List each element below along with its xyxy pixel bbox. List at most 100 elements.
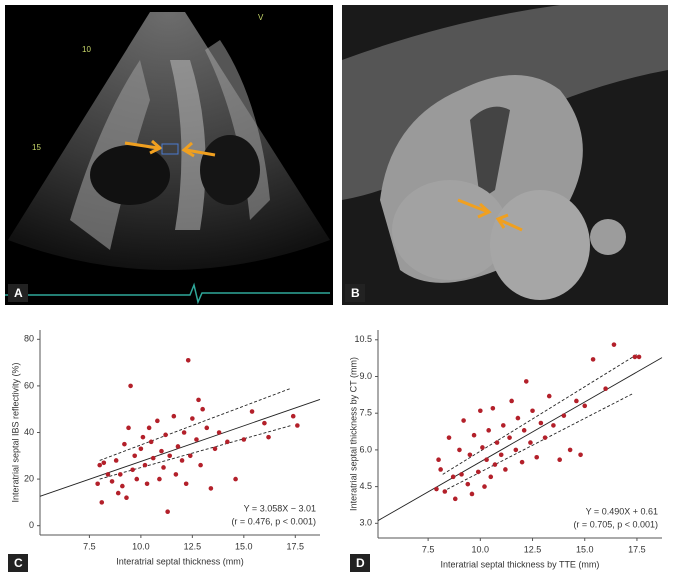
x-axis-label: Interatrial septal thickness (mm) [116,556,244,566]
x-tick-label: 10.0 [472,544,490,554]
y-tick-label: 9.0 [359,371,372,381]
point [249,409,255,414]
point [130,467,135,473]
fit-line [39,398,321,497]
point [290,413,296,419]
point [478,408,483,414]
point [457,447,462,453]
y-axis-label: Interatrial septal IBS reflectivity (%) [10,362,20,502]
point [183,481,189,487]
x-axis-label: Interatrial septal thickness by TTE (mm) [441,559,600,569]
point [144,481,150,487]
point [469,491,475,497]
point [175,444,181,449]
fit-line [99,425,292,480]
echo-label: 15 [32,143,41,152]
point [138,446,144,452]
point [590,357,596,362]
point [204,425,210,431]
panel-label: A [14,286,23,300]
point [126,425,131,431]
point [442,489,448,494]
point [200,406,205,412]
point [500,423,506,428]
point [534,454,540,460]
point [212,446,218,452]
point [132,453,138,459]
y-tick-label: 0 [29,520,34,530]
point [171,413,177,419]
point [95,481,100,487]
point [155,418,160,424]
panel-label: B [351,286,360,300]
point [128,383,133,389]
point [465,481,471,487]
point [208,486,214,491]
point [509,398,514,404]
point [142,462,148,468]
point [173,472,179,477]
point [480,445,485,450]
y-tick-label: 60 [24,380,34,390]
point [438,467,443,472]
point [181,430,187,435]
point [105,472,111,477]
x-tick-label: 15.0 [576,544,594,554]
y-tick-label: 7.5 [359,408,372,418]
point [519,459,525,465]
point [187,453,193,459]
point [530,408,535,414]
point [523,379,529,384]
point [452,496,458,502]
point [636,354,642,360]
point [603,386,608,392]
point [632,354,638,360]
point [490,406,496,411]
fit-line [99,387,292,461]
point [233,476,238,482]
ct-image [342,5,668,305]
y-tick-label: 20 [24,473,34,483]
point [157,476,162,482]
y-tick-label: 3.0 [359,518,372,528]
annotation: Y = 3.058X − 3.01 [244,503,316,513]
point [611,342,617,347]
point [148,439,154,445]
annotation: Y = 0.490X + 0.61 [586,506,658,516]
panel-label-box [350,554,370,572]
point [459,472,464,477]
point [515,415,521,421]
point [196,397,201,403]
point [159,448,164,454]
point [190,416,195,421]
fit-line [377,357,663,522]
point [97,462,103,468]
point [467,452,473,458]
point [113,458,119,463]
point [482,484,487,489]
x-tick-label: 15.0 [235,541,253,551]
point [295,423,300,428]
point [461,418,466,423]
point [120,483,125,489]
point [122,441,127,447]
point [546,393,552,399]
annotation: (r = 0.476, p < 0.001) [231,516,316,526]
panel-label-box [345,284,365,302]
point [434,486,439,492]
x-tick-label: 12.5 [524,544,542,554]
x-tick-label: 10.0 [132,541,150,551]
point [503,467,508,472]
point [492,462,498,467]
point [446,435,452,440]
x-tick-label: 12.5 [184,541,202,551]
panel-label: D [356,556,365,570]
point [538,420,544,426]
point [161,465,166,470]
point [498,452,504,458]
point [528,440,533,445]
point [194,437,199,442]
point [475,469,481,475]
point [134,476,140,482]
point [262,420,267,426]
